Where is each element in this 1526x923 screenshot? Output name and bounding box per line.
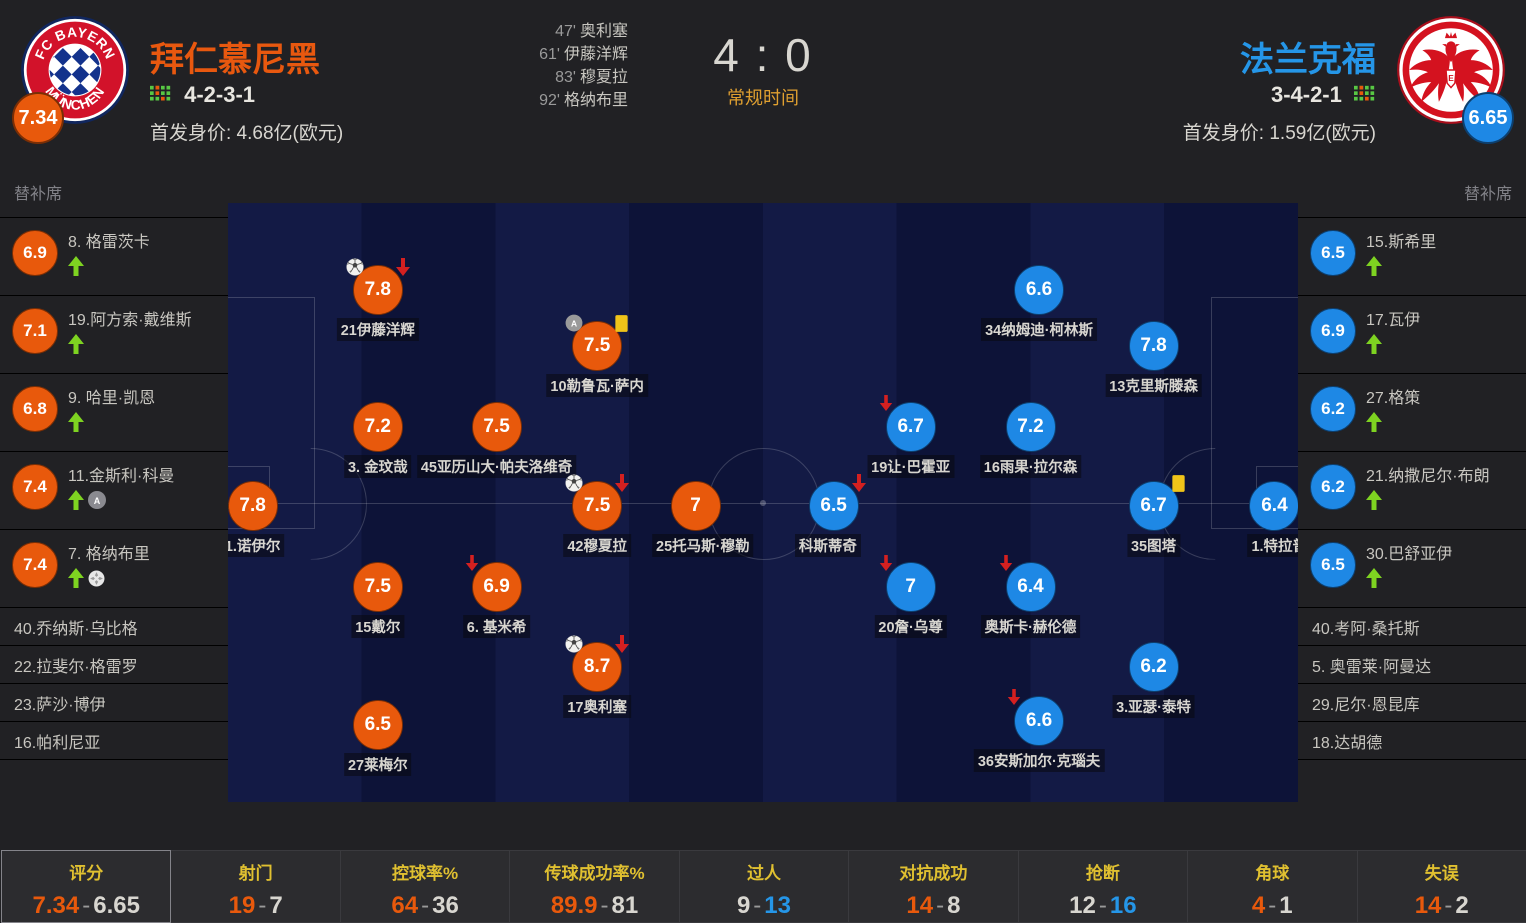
svg-text:A: A	[571, 319, 577, 329]
svg-text:E: E	[1448, 74, 1454, 83]
svg-text:A: A	[94, 496, 101, 506]
